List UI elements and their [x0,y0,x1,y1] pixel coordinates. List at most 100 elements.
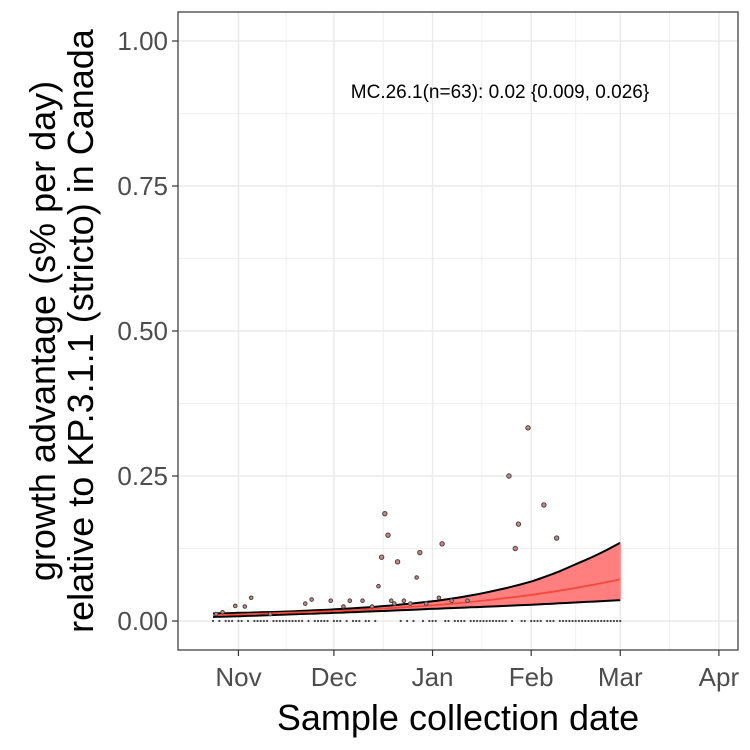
observed-point-zero [552,619,555,623]
observed-point-zero [463,619,466,623]
observed-point-zero [246,619,250,623]
observed-point-zero [211,619,215,623]
observed-point-zero [482,619,485,623]
observed-point-zero [262,619,266,623]
observed-point [449,598,454,604]
observed-point-zero [495,619,498,623]
observed-point-zero [253,619,256,623]
observed-point-zero [469,619,472,623]
observed-point-zero [491,619,495,623]
observed-point-zero [558,619,561,623]
observed-point-zero [609,619,612,623]
grid-lines [178,12,738,650]
x-tick-label: Feb [509,662,554,692]
observed-point-zero [291,619,294,623]
observed-point-zero [351,619,355,623]
observed-point [436,595,442,601]
observed-point [347,598,353,604]
observed-points-group [211,425,622,623]
x-tick-label: Mar [598,662,643,692]
chart-annotation: MC.26.1(n=63): 0.02 {0.009, 0.026} [351,82,649,103]
observed-point-zero [539,619,542,623]
observed-point-zero [460,619,463,623]
fit-line [212,578,621,617]
observed-point-zero [504,619,507,623]
observed-point-zero [374,619,377,623]
observed-point-zero [339,619,342,623]
observed-point-zero [399,619,402,623]
observed-point-zero [530,619,533,623]
observed-point-zero [520,619,523,623]
observed-point [541,502,547,508]
observed-point [515,521,522,527]
observed-point-zero [447,619,450,623]
observed-point-zero [335,619,339,623]
observed-point-zero [533,619,536,623]
x-tick-label: Dec [311,662,357,692]
observed-point [220,610,225,615]
observed-point [417,549,423,556]
observed-point-zero [475,619,479,623]
observed-point [385,532,391,538]
observed-point-zero [453,619,456,623]
observed-point [465,598,470,604]
observed-point-zero [536,619,539,623]
observed-point-zero [421,619,425,623]
observed-point-zero [224,619,227,623]
observed-point [423,601,429,606]
x-tick-label: Apr [699,662,740,692]
x-tick-label: Jan [412,662,454,692]
observed-point [341,604,346,609]
observed-point [392,601,397,606]
observed-point [302,601,308,606]
observed-point-zero [218,619,221,623]
observed-point-zero [230,619,234,623]
observed-point-zero [606,619,609,623]
observed-point-zero [501,619,504,623]
observed-point-zero [498,619,501,623]
observed-point-zero [584,619,587,623]
observed-point [512,545,518,552]
observed-point-zero [272,619,275,623]
observed-point [553,535,560,541]
observed-point [506,473,512,479]
observed-point-zero [285,619,288,623]
observed-point-zero [603,619,606,623]
observed-point-zero [412,619,415,623]
observed-point-zero [444,619,447,623]
observed-point-zero [281,619,285,623]
observed-point-zero [565,619,568,623]
y-tick-label: 0.25 [117,461,168,491]
observed-point-zero [510,619,514,623]
observed-point-zero [580,619,584,623]
observed-point [376,583,381,589]
observed-point [407,601,413,606]
observed-point [401,598,407,604]
observed-point-zero [240,619,243,623]
observed-point-zero [364,619,367,623]
observed-point-zero [355,619,358,623]
observed-point-zero [619,619,622,623]
observed-point-zero [587,619,590,623]
observed-point-zero [275,619,278,623]
observed-point-zero [237,619,240,623]
observed-point-zero [434,619,437,623]
observed-point-zero [577,619,581,623]
observed-point-zero [227,619,231,623]
observed-point-zero [428,619,431,623]
observed-point-zero [307,619,310,623]
observed-point-zero [612,619,616,623]
observed-point-zero [479,619,482,623]
observed-point-zero [367,619,371,623]
axis-ticks: 0.00 0.25 0.50 0.75 1.00 Nov Dec Jan Feb Mar Apr [117,26,739,692]
observed-point-zero [615,619,619,623]
y-tick-label: 0.50 [117,316,168,346]
upper-bound-line [212,541,621,615]
observed-point [382,511,388,517]
observed-point-zero [256,619,259,623]
x-tick-label: Nov [215,662,261,692]
observed-point-zero [278,619,281,623]
confidence-ribbon-group [212,541,621,618]
y-axis-title-line-2: relative to KP.3.1.1 (stricto) in Canada [60,28,101,633]
observed-point-zero [316,619,320,623]
